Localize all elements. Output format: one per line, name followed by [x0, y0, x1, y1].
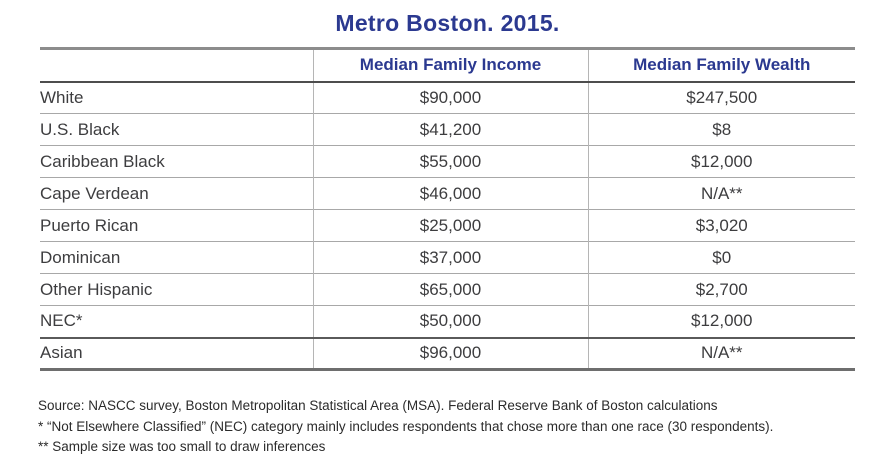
table-row: Cape Verdean $46,000 N/A** — [40, 177, 855, 210]
income-cell: $96,000 — [312, 337, 588, 370]
footnote-sample-size: ** Sample size was too small to draw inf… — [38, 439, 326, 454]
group-cell: Puerto Rican — [40, 215, 139, 235]
wealth-cell: N/A** — [587, 177, 855, 210]
income-cell: $50,000 — [312, 305, 588, 338]
wealth-cell: $8 — [587, 113, 855, 146]
footnotes: Source: NASCC survey, Boston Metropolita… — [38, 396, 868, 458]
footnote-nec: * “Not Elsewhere Classified” (NEC) categ… — [38, 418, 774, 434]
income-cell: $55,000 — [312, 145, 588, 178]
table-row: Dominican $37,000 $0 — [40, 241, 855, 274]
income-cell: $65,000 — [312, 273, 588, 306]
table-row: Other Hispanic $65,000 $2,700 — [40, 273, 855, 306]
footnote-source: Source: NASCC survey, Boston Metropolita… — [38, 398, 718, 413]
table-row: U.S. Black $41,200 $8 — [40, 113, 855, 146]
group-cell: Cape Verdean — [40, 183, 149, 203]
group-cell: NEC* — [40, 311, 83, 331]
header-group-empty — [40, 49, 313, 82]
group-cell: Asian — [40, 343, 83, 363]
income-cell: $25,000 — [312, 209, 588, 242]
income-cell: $90,000 — [312, 81, 588, 114]
header-median-family-wealth: Median Family Wealth — [587, 48, 855, 82]
wealth-cell: $12,000 — [587, 145, 855, 178]
group-cell: White — [40, 87, 84, 107]
group-cell: Caribbean Black — [40, 151, 165, 171]
header-median-family-income: Median Family Income — [312, 48, 588, 82]
wealth-cell: $247,500 — [587, 81, 855, 114]
income-cell: $41,200 — [312, 113, 588, 146]
wealth-cell: N/A** — [587, 337, 855, 370]
page-title: Metro Boston. 2015. — [335, 10, 560, 36]
table-row: Asian $96,000 N/A** — [40, 337, 855, 370]
header-row: Median Family Income Median Family Wealt… — [40, 48, 855, 82]
table-row: White $90,000 $247,500 — [40, 81, 855, 114]
group-cell: Other Hispanic — [40, 279, 153, 299]
table-row: Caribbean Black $55,000 $12,000 — [40, 145, 855, 178]
income-wealth-table: Median Family Income Median Family Wealt… — [40, 47, 855, 371]
wealth-cell: $2,700 — [587, 273, 855, 306]
table-row: Puerto Rican $25,000 $3,020 — [40, 209, 855, 242]
group-cell: U.S. Black — [40, 119, 120, 139]
group-cell: Dominican — [40, 247, 121, 267]
income-cell: $37,000 — [312, 241, 588, 274]
wealth-cell: $3,020 — [587, 209, 855, 242]
wealth-cell: $0 — [587, 241, 855, 274]
wealth-cell: $12,000 — [587, 305, 855, 338]
income-cell: $46,000 — [312, 177, 588, 210]
table-row: NEC* $50,000 $12,000 — [40, 305, 855, 338]
